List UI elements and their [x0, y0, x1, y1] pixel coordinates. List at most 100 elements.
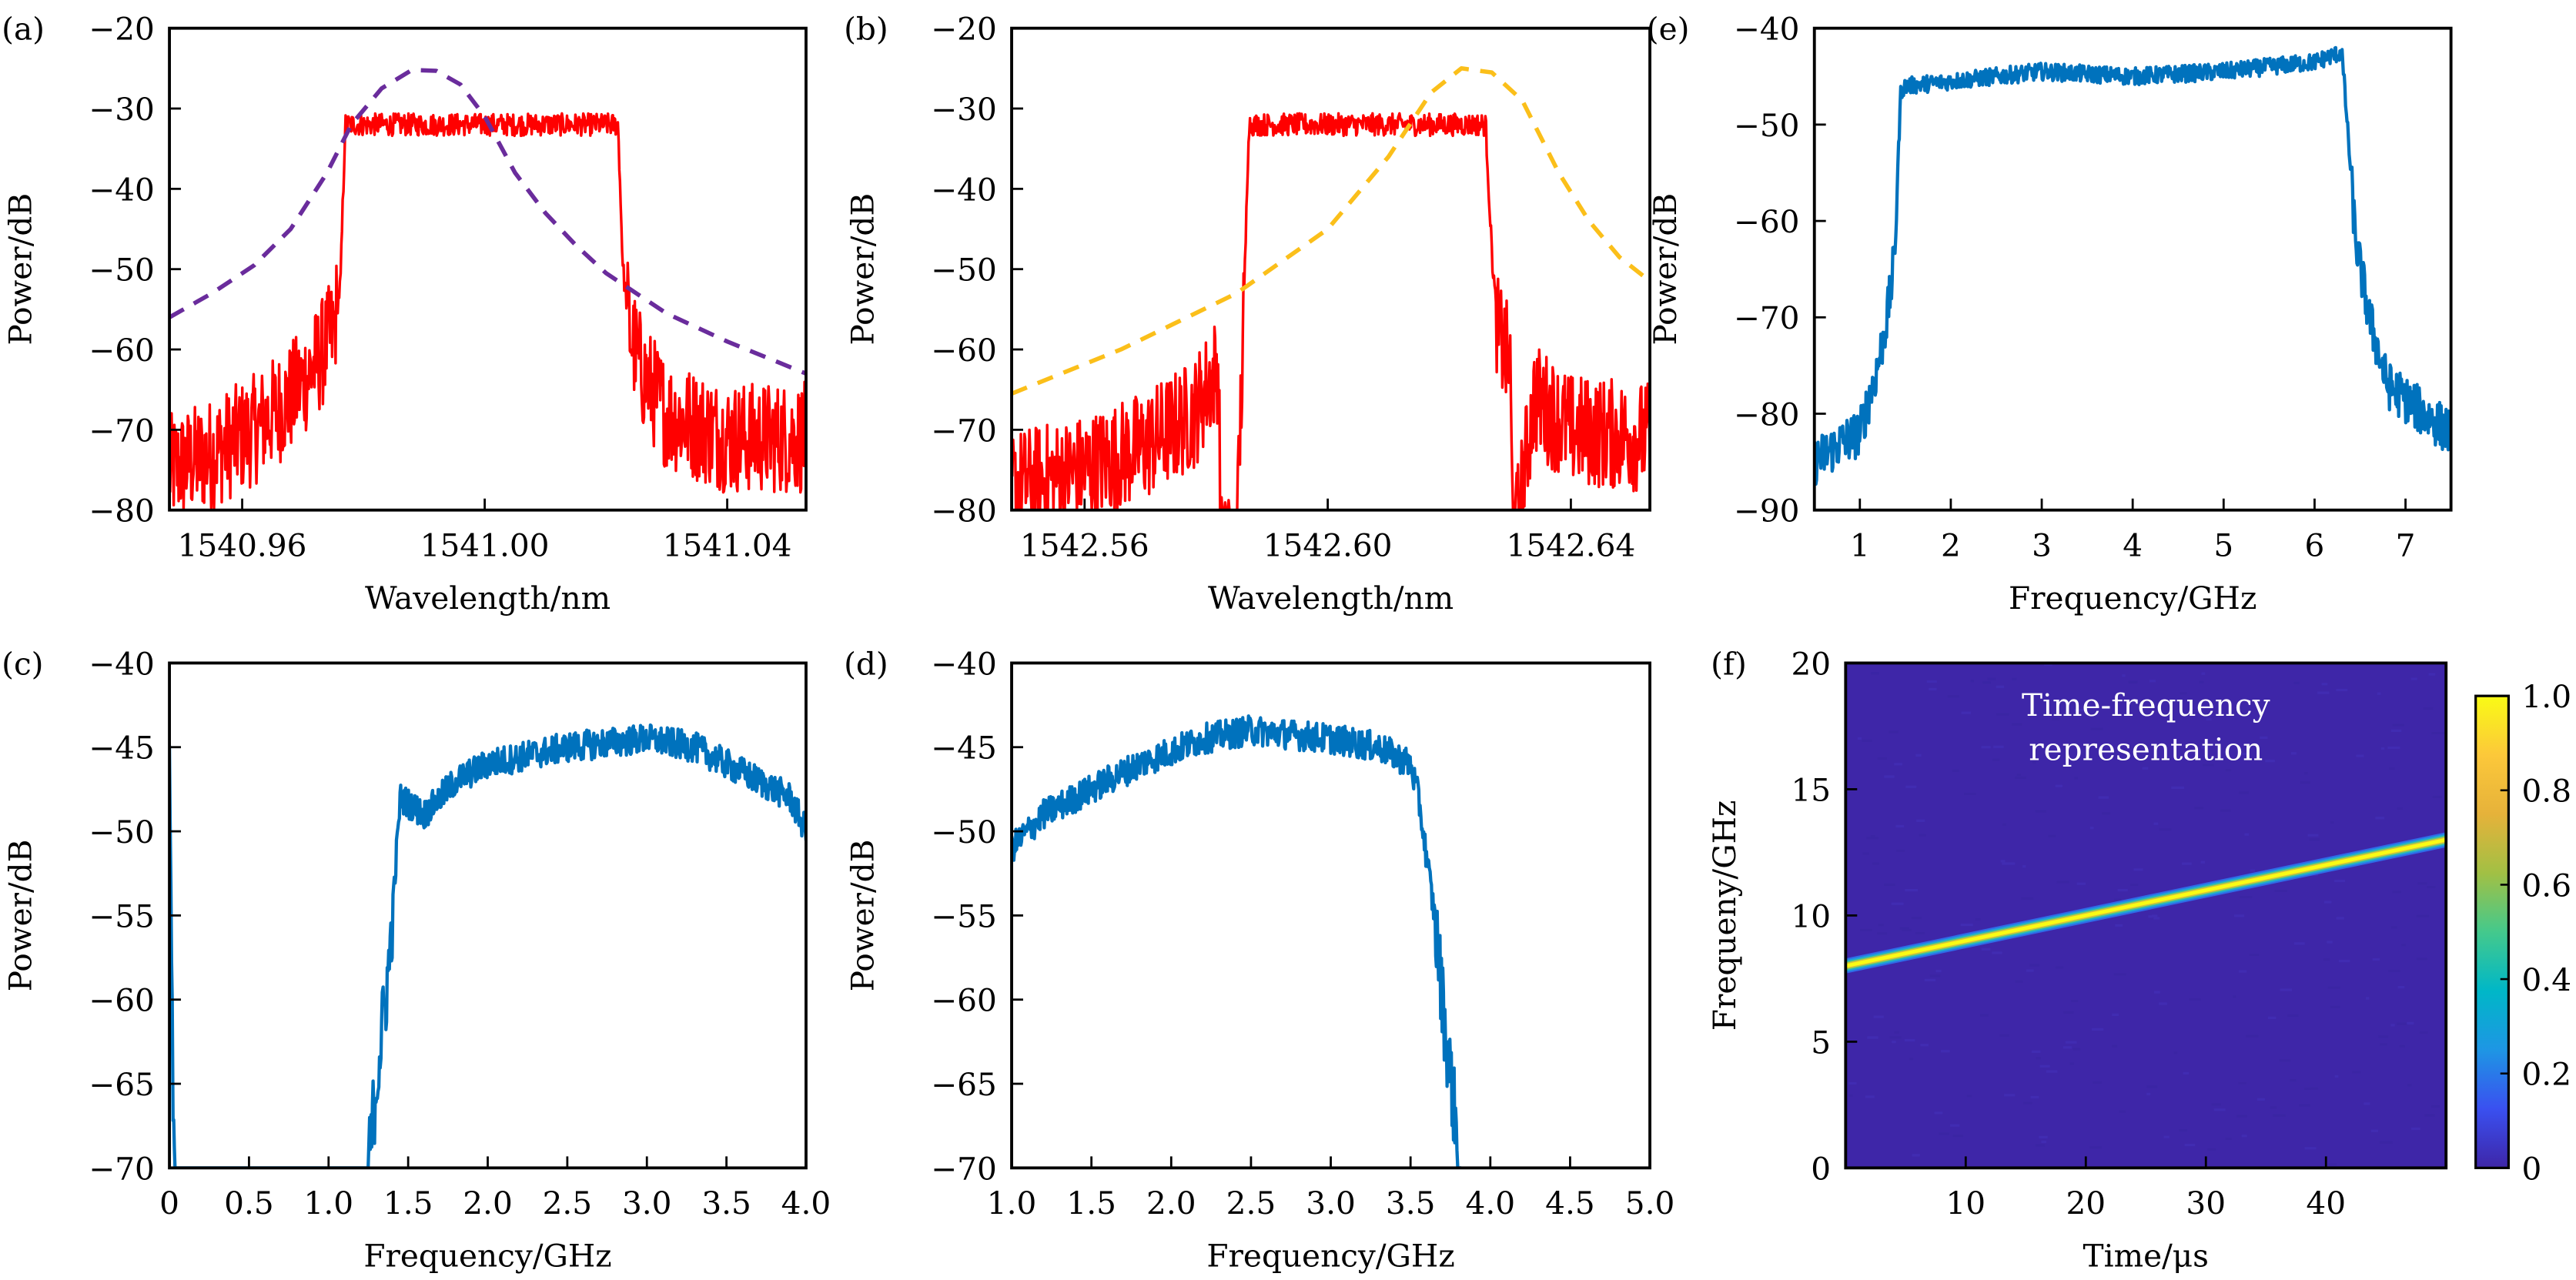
- x-tick-label: 1540.96: [178, 527, 307, 564]
- x-tick-label: 3.5: [1386, 1185, 1436, 1222]
- heatmap-noise-cell: [2211, 1103, 2222, 1106]
- x-tick-label: 4.0: [1466, 1185, 1516, 1222]
- panel-label: (c): [2, 645, 43, 682]
- heatmap-noise-cell: [1889, 1036, 1902, 1039]
- heatmap-noise-cell: [2225, 1137, 2232, 1141]
- x-tick-label: 7: [2396, 527, 2416, 564]
- y-tick-label: −50: [89, 814, 155, 851]
- plot-area: [169, 68, 806, 510]
- heatmap-noise-cell: [2397, 985, 2405, 989]
- heatmap-noise-cell: [2375, 817, 2385, 820]
- x-tick-label: 40: [2306, 1185, 2346, 1222]
- heatmap-noise-cell: [2180, 692, 2187, 695]
- heatmap-noise-cell: [2300, 781, 2311, 784]
- heatmap-noise-cell: [2151, 914, 2158, 917]
- heatmap-noise-cell: [2289, 1079, 2297, 1082]
- heatmap-noise-cell: [1947, 695, 1959, 698]
- y-tick-label: −55: [931, 897, 997, 934]
- heatmap-noise-cell: [2293, 942, 2305, 945]
- heatmap-noise-cell: [2179, 1128, 2188, 1132]
- ridge-line: [1845, 837, 2447, 968]
- series-line-filter-response: [1012, 66, 1651, 396]
- heatmap-noise-cell: [2183, 1071, 2190, 1074]
- heatmap-noise-cell: [1892, 1041, 1896, 1044]
- y-tick-label: −80: [1734, 396, 1800, 433]
- heatmap-noise-cell: [2173, 1051, 2178, 1054]
- heatmap-noise-cell: [2392, 891, 2402, 894]
- x-axis-label: Frequency/GHz: [363, 1238, 611, 1275]
- heatmap-noise-cell: [2397, 1022, 2407, 1025]
- heatmap-noise-cell: [2051, 717, 2059, 721]
- heatmap-noise-cell: [2431, 731, 2445, 735]
- y-tick-label: −20: [931, 11, 997, 48]
- series-line-optical-spectrum: [169, 112, 806, 510]
- y-tick-label: −45: [931, 730, 997, 767]
- heatmap-noise-cell: [1920, 1044, 1929, 1047]
- x-tick-label: 30: [2186, 1185, 2226, 1222]
- heatmap-noise-cell: [2026, 969, 2034, 972]
- heatmap-noise-cell: [2280, 988, 2293, 991]
- heatmap-noise-cell: [1848, 1094, 1853, 1097]
- heatmap-noise-cell: [2182, 862, 2192, 865]
- y-axis-label: Frequeny/GHz: [1706, 800, 1743, 1031]
- heatmap-noise-cell: [2410, 677, 2417, 680]
- y-tick-label: −80: [89, 493, 155, 530]
- x-tick-label: 3.0: [1306, 1185, 1356, 1222]
- heatmap-noise-cell: [2074, 777, 2079, 780]
- heatmap-noise-cell: [2298, 1104, 2310, 1107]
- x-tick-label: 6: [2305, 527, 2325, 564]
- heatmap-noise-cell: [2171, 786, 2185, 790]
- heatmap-noise-cell: [2364, 1102, 2370, 1105]
- heatmap-noise-cell: [2044, 663, 2052, 667]
- heatmap-noise-cell: [2159, 1002, 2167, 1005]
- heatmap-noise-cell: [1905, 785, 1917, 788]
- heatmap-noise-cell: [1865, 1095, 1875, 1098]
- heatmap-noise-cell: [2241, 1135, 2247, 1138]
- x-tick-label: 2: [1941, 527, 1961, 564]
- heatmap-noise-cell: [1939, 1132, 1950, 1135]
- heatmap-noise-cell: [1860, 928, 1872, 931]
- y-tick-label: −80: [931, 493, 997, 530]
- y-tick-label: −20: [89, 11, 155, 48]
- heatmap-noise-cell: [2234, 914, 2245, 917]
- heatmap-noise-cell: [2249, 953, 2260, 957]
- x-tick-label: 0: [159, 1185, 179, 1222]
- heatmap-noise-cell: [2366, 997, 2370, 1000]
- annotation-text: representation: [2029, 730, 2263, 767]
- heatmap-noise-cell: [1867, 1036, 1878, 1039]
- y-tick-label: −40: [1734, 11, 1800, 48]
- heatmap-noise-cell: [2323, 901, 2332, 904]
- annotation-text: Time-frequency: [2022, 687, 2270, 724]
- heatmap-noise-cell: [2244, 833, 2249, 836]
- heatmap-noise-cell: [1904, 1038, 1915, 1042]
- heatmap-noise: [1848, 663, 2445, 1166]
- x-tick-label: 1.5: [383, 1185, 433, 1222]
- heatmap-noise-cell: [2113, 973, 2126, 976]
- heatmap-noise-cell: [2200, 746, 2208, 749]
- heatmap-noise-cell: [1996, 685, 2005, 688]
- heatmap-noise-cell: [2119, 1110, 2126, 1113]
- heatmap-noise-cell: [1964, 792, 1976, 796]
- heatmap-noise-cell: [1870, 672, 1879, 675]
- heatmap-noise-cell: [1848, 1081, 1857, 1085]
- x-tick-label: 1542.64: [1507, 527, 1636, 564]
- heatmap-noise-cell: [2048, 834, 2056, 837]
- heatmap-noise-cell: [2149, 707, 2159, 710]
- heatmap-noise-cell: [1987, 677, 1996, 680]
- heatmap-noise-cell: [2153, 822, 2159, 825]
- y-tick-label: −40: [89, 171, 155, 208]
- heatmap-noise-cell: [2056, 881, 2069, 884]
- y-tick-label: −45: [89, 730, 155, 767]
- heatmap-noise-cell: [2293, 681, 2300, 685]
- x-tick-label: 2.5: [1226, 1185, 1276, 1222]
- y-tick-label: −65: [89, 1066, 155, 1103]
- y-tick-label: −90: [1734, 493, 1800, 530]
- series-line-electrical-spectrum: [169, 723, 806, 1168]
- heatmap-noise-cell: [2128, 680, 2138, 683]
- heatmap-noise-cell: [1975, 917, 1981, 921]
- panel-label: (e): [1647, 11, 1690, 48]
- heatmap-noise-cell: [2336, 688, 2348, 692]
- heatmap-noise-cell: [1883, 883, 1895, 886]
- heatmap-noise-cell: [1877, 932, 1888, 935]
- heatmap-noise-cell: [2098, 796, 2109, 799]
